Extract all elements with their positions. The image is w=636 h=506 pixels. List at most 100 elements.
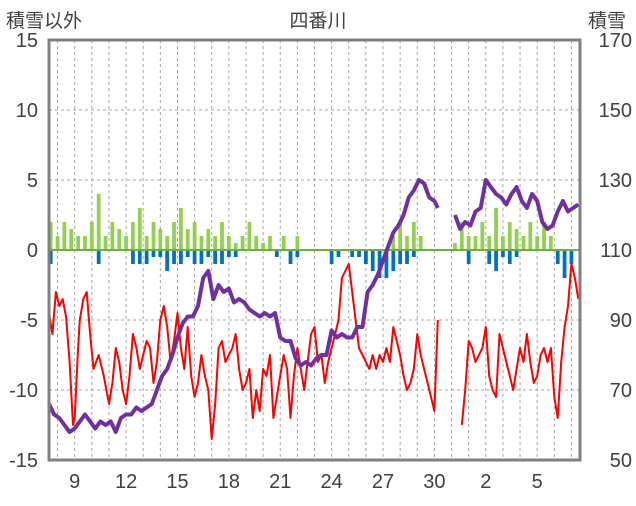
bar-mark — [521, 236, 526, 250]
bar-mark — [62, 222, 67, 250]
bar-mark — [569, 250, 574, 264]
bar-mark — [192, 222, 197, 250]
y-tick-label-left: -5 — [20, 310, 38, 332]
bar-mark — [384, 250, 389, 278]
bar-mark — [487, 250, 492, 264]
bar-mark — [336, 250, 341, 257]
bar-mark — [220, 250, 224, 264]
x-tick-label: 9 — [69, 471, 80, 493]
bar-mark — [405, 236, 409, 250]
bar-mark — [555, 250, 560, 264]
bar-mark — [172, 222, 176, 250]
bar-mark — [179, 250, 183, 264]
bar-mark — [89, 222, 94, 250]
bar-mark — [548, 236, 553, 250]
y-tick-label-right: 70 — [610, 380, 632, 402]
bar-mark — [295, 236, 300, 250]
bar-mark — [131, 222, 135, 250]
bar-mark — [501, 236, 505, 250]
x-tick-label: 24 — [321, 471, 343, 493]
bar-mark — [158, 229, 163, 250]
bar-mark — [76, 236, 81, 250]
bar-mark — [233, 243, 238, 250]
x-tick-label: 15 — [166, 471, 188, 493]
bar-mark — [110, 222, 115, 250]
bar-mark — [144, 236, 149, 250]
bar-mark — [494, 208, 498, 250]
bar-mark — [514, 250, 519, 257]
bar-mark — [165, 250, 170, 271]
bar-mark — [48, 250, 53, 264]
bar-mark — [179, 208, 183, 250]
bar-mark — [514, 229, 519, 250]
bar-mark — [480, 222, 485, 250]
y-axis-left: 15 10 5 0 -5 -10 -15 — [9, 30, 38, 472]
bar-mark — [247, 222, 252, 250]
bar-mark — [542, 222, 546, 250]
x-tick-label: 27 — [372, 471, 394, 493]
bar-mark — [398, 222, 403, 250]
bar-mark — [55, 236, 60, 250]
bar-mark — [357, 250, 361, 257]
y-axis-right-label: 積雪 — [588, 10, 626, 32]
bar-mark — [466, 236, 471, 250]
bar-mark — [295, 250, 300, 257]
bar-mark — [83, 236, 87, 250]
bar-mark — [124, 236, 128, 250]
bar-mark — [398, 250, 403, 264]
bar-mark — [254, 236, 259, 250]
y-tick-label-left: 15 — [16, 30, 38, 52]
bar-mark — [185, 250, 190, 257]
y-axis-right: 170 150 130 110 90 70 50 — [599, 30, 632, 472]
bar-mark — [192, 250, 197, 264]
y-tick-label-left: -15 — [9, 450, 38, 472]
x-tick-label: 30 — [423, 471, 445, 493]
bar-mark — [268, 236, 272, 250]
y-tick-label-left: 0 — [27, 240, 38, 262]
bar-mark — [137, 208, 142, 250]
bar-mark — [206, 250, 211, 257]
bar-mark — [69, 229, 74, 250]
bar-mark — [172, 250, 176, 264]
bar-mark — [473, 236, 478, 250]
bar-mark — [329, 250, 334, 264]
bar-mark — [96, 194, 101, 250]
x-tick-label: 18 — [218, 471, 240, 493]
plot-frame — [47, 38, 582, 462]
snow-depth-line — [47, 178, 580, 434]
bar-mark — [377, 250, 382, 278]
temperature-line — [48, 263, 580, 440]
bar-mark — [418, 236, 423, 250]
bar-mark — [535, 236, 540, 250]
x-tick-label: 21 — [269, 471, 291, 493]
bar-series — [48, 194, 580, 278]
bar-mark — [281, 236, 286, 250]
bar-mark — [240, 236, 245, 250]
x-tick-label: 2 — [480, 471, 491, 493]
bar-mark — [220, 222, 224, 250]
x-tick-label: 5 — [532, 471, 543, 493]
bar-mark — [226, 250, 231, 257]
bar-mark — [370, 250, 375, 271]
y-tick-label-left: -10 — [9, 380, 38, 402]
bar-mark — [453, 243, 457, 250]
bar-mark — [288, 250, 293, 264]
x-tick-label: 12 — [115, 471, 137, 493]
bar-mark — [501, 250, 505, 257]
bar-mark — [185, 229, 190, 250]
x-axis: 9 12 15 18 21 24 27 30 2 5 — [69, 471, 543, 493]
bar-mark — [487, 236, 492, 250]
y-tick-label-left: 10 — [16, 100, 38, 122]
bar-mark — [391, 236, 396, 250]
bar-mark — [562, 250, 567, 278]
y-tick-label-right: 50 — [610, 450, 632, 472]
bar-mark — [199, 250, 204, 264]
y-axis-left-label: 積雪以外 — [6, 10, 82, 32]
bar-mark — [165, 236, 170, 250]
bar-mark — [459, 222, 464, 250]
y-tick-label-right: 130 — [599, 170, 632, 192]
bar-mark — [131, 250, 135, 264]
bar-mark — [507, 250, 512, 264]
bar-mark — [391, 250, 396, 271]
